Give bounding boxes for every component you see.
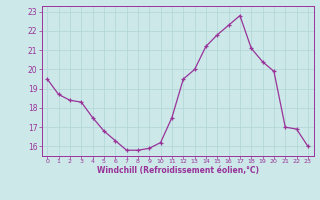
X-axis label: Windchill (Refroidissement éolien,°C): Windchill (Refroidissement éolien,°C) [97, 166, 259, 175]
